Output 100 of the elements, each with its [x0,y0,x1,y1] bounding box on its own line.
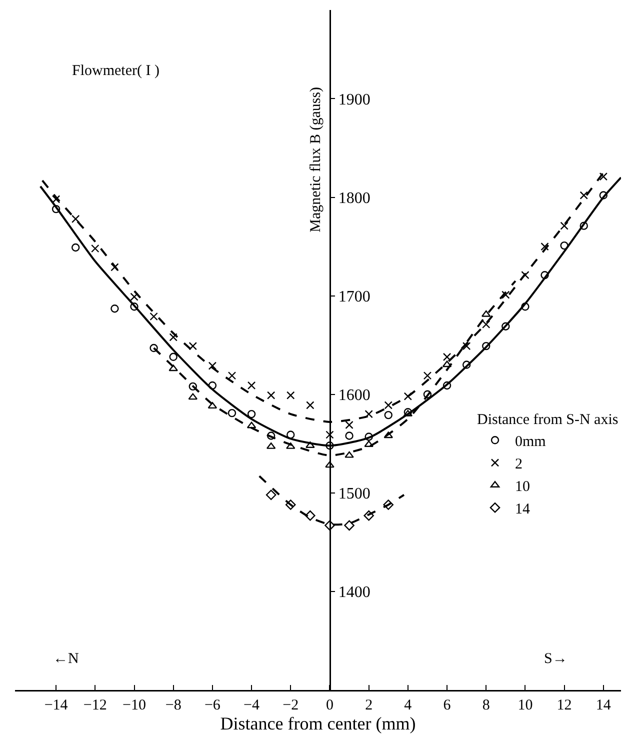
point [247,410,256,418]
point [345,420,354,429]
point [580,222,588,230]
point [482,342,490,350]
point [442,352,452,361]
legend-label: 0mm [515,434,546,450]
y-tick-label: 1900 [338,91,370,108]
point [91,244,100,253]
x-tick-label: 10 [518,698,533,714]
point [404,392,412,400]
y-tick-label: 1800 [338,190,370,207]
point [384,432,394,438]
point [266,432,276,440]
x-tick-label: 4 [404,698,412,714]
point [404,408,412,416]
point [208,381,217,390]
legend-label: 10 [515,479,530,495]
annotation: S→ [544,651,568,667]
point [521,271,530,280]
point [285,500,296,510]
point [345,432,354,440]
point [423,372,432,380]
point [560,222,568,230]
point [481,310,491,317]
y-tick-label: 1400 [338,584,370,602]
point [403,410,413,416]
point [150,344,158,352]
point [169,352,178,361]
point [384,401,392,410]
point [228,372,236,380]
point [560,241,568,250]
point [72,214,80,224]
point [52,204,60,214]
point [130,292,138,301]
point [286,391,295,400]
x-tick-label: −12 [83,698,107,714]
point [266,391,276,400]
x-tick-label: −14 [44,698,68,714]
point [168,364,178,372]
point [246,422,256,428]
point [344,451,354,458]
point [188,382,197,391]
point [228,408,236,418]
point [364,432,373,441]
legend-title: Distance from S-N axis [477,412,618,428]
y-tick-label: 1700 [338,288,370,306]
x-tick-label: −4 [244,698,260,714]
point [324,520,335,531]
point [442,360,452,368]
point [383,500,394,510]
point [344,520,354,531]
point [599,191,608,200]
point [364,510,374,521]
x-tick-label: 6 [443,698,452,714]
point [306,401,314,410]
point [364,410,373,418]
point [423,390,432,398]
point [130,302,138,311]
point [540,271,549,280]
point [188,342,197,350]
x-axis-title: Distance from center (mm) [220,714,416,734]
point [72,243,80,252]
point [326,441,334,450]
point [188,393,198,400]
point [208,362,217,370]
point [208,402,218,409]
point [502,322,510,330]
point [502,290,510,299]
x-tick-label: −6 [204,698,221,714]
point [306,441,315,448]
point [247,381,256,390]
point [52,195,60,204]
point [169,333,178,342]
x-tick-label: 8 [482,698,490,714]
point [462,360,471,369]
annotation: ←N [53,651,79,667]
point [521,302,530,311]
x-tick-label: 14 [596,698,612,714]
y-tick-label: 1500 [338,486,370,502]
y-axis-title: Magnetic flux B (gauss) [308,86,324,232]
y-tick-label: 1600 [338,386,370,404]
point [150,312,158,321]
point [286,442,296,449]
point [442,381,452,390]
x-tick-label: 2 [365,698,373,714]
point [286,430,295,439]
point [110,263,119,272]
point [580,191,588,200]
point [599,172,608,181]
x-tick-label: −8 [165,698,182,714]
x-tick-label: −10 [122,698,146,714]
point [540,242,549,251]
annotation: Flowmeter( I ) [72,63,160,79]
point [326,430,334,439]
point [384,410,392,420]
point [110,304,119,313]
x-tick-label: 12 [556,698,572,714]
x-tick-label: −2 [282,698,299,714]
legend-label: 2 [515,456,522,472]
point [462,342,471,350]
